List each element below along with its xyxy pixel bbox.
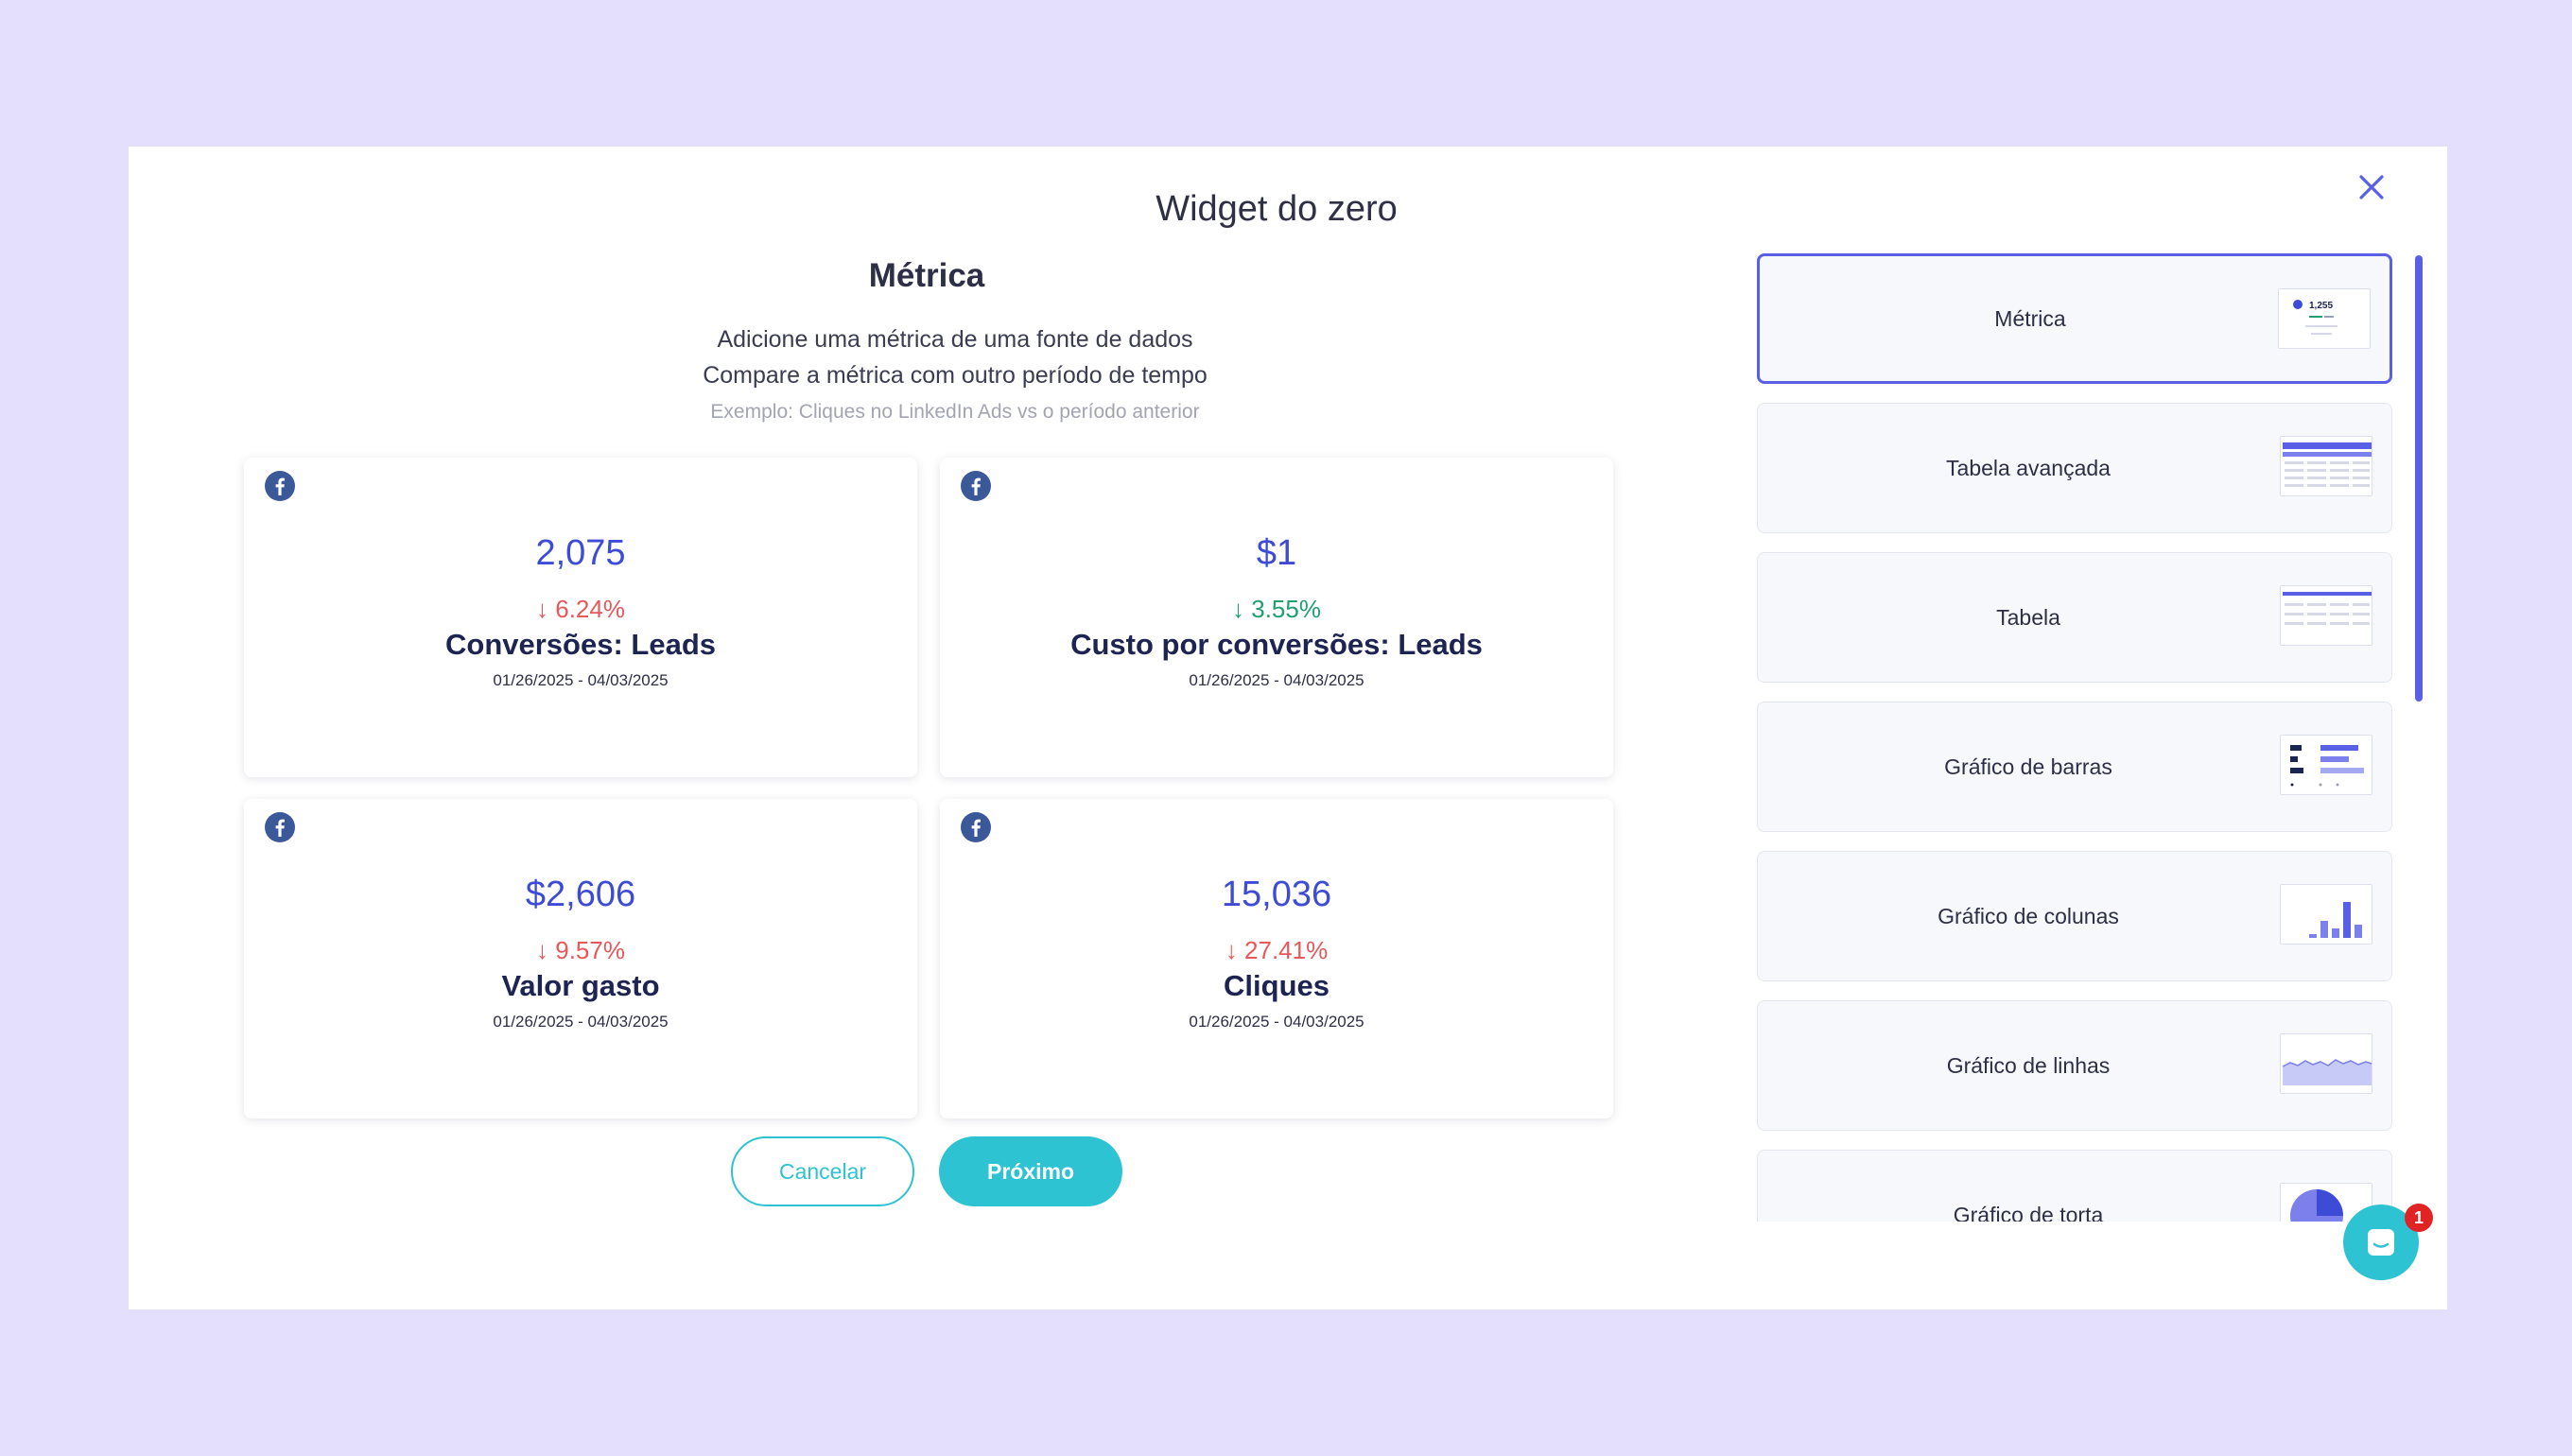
metric-value: $1	[1256, 533, 1297, 573]
description-line-2: Compare a métrica com outro período de t…	[703, 362, 1208, 389]
widget-type-list[interactable]: Métrica 1,255 Tabela avançada	[1757, 253, 2394, 1222]
facebook-icon	[961, 812, 991, 842]
widget-type-label: Tabela	[1996, 604, 2060, 630]
metric-change: ↓ 27.41%	[1225, 936, 1329, 964]
metric-value: 15,036	[1221, 875, 1332, 914]
metric-name: Conversões: Leads	[445, 628, 716, 661]
description-example: Exemplo: Cliques no LinkedIn Ads vs o pe…	[710, 401, 1200, 423]
widget-type-label: Gráfico de torta	[1953, 1202, 2104, 1222]
metric-change: ↓ 6.24%	[536, 595, 625, 623]
chat-notification-badge: 1	[2405, 1204, 2433, 1232]
widget-type-label: Gráfico de linhas	[1946, 1052, 2111, 1078]
facebook-icon	[961, 471, 991, 501]
close-icon	[2359, 175, 2384, 199]
table-thumbnail-icon	[2280, 585, 2372, 646]
widget-list-scrollbar[interactable]	[2415, 255, 2423, 702]
metric-dates: 01/26/2025 - 04/03/2025	[1189, 671, 1364, 689]
metric-card-amount-spent[interactable]: $2,606 ↓ 9.57% Valor gasto 01/26/2025 - …	[244, 799, 917, 1118]
metric-card-conversions-leads[interactable]: 2,075 ↓ 6.24% Conversões: Leads 01/26/20…	[244, 458, 917, 777]
metric-name: Valor gasto	[501, 969, 660, 1002]
widget-type-bar-chart[interactable]: Gráfico de barras	[1757, 702, 2392, 832]
advanced-table-thumbnail-icon	[2280, 436, 2372, 496]
widget-type-label: Gráfico de colunas	[1938, 903, 2119, 928]
metric-change: ↓ 9.57%	[536, 936, 625, 964]
next-button[interactable]: Próximo	[939, 1136, 1122, 1206]
section-title: Métrica	[868, 257, 985, 294]
widget-type-pie-chart[interactable]: Gráfico de torta	[1757, 1150, 2392, 1222]
thumbnail-value: 1,255	[2309, 301, 2333, 311]
metric-change: ↓ 3.55%	[1232, 595, 1321, 623]
close-button[interactable]	[2345, 161, 2398, 214]
metric-value: 2,075	[535, 533, 626, 573]
metric-name: Cliques	[1224, 969, 1329, 1002]
metric-thumbnail-icon: 1,255	[2278, 288, 2371, 349]
widget-type-label: Gráfico de barras	[1944, 754, 2112, 779]
facebook-icon	[265, 812, 295, 842]
description-line-1: Adicione uma métrica de uma fonte de dad…	[717, 326, 1193, 353]
bar-chart-thumbnail-icon	[2280, 735, 2372, 795]
metric-dates: 01/26/2025 - 04/03/2025	[493, 1013, 669, 1031]
column-chart-thumbnail-icon	[2280, 884, 2372, 945]
facebook-icon	[265, 471, 295, 501]
metric-value: $2,606	[525, 875, 636, 914]
modal-title: Widget do zero	[1156, 189, 1398, 229]
widget-type-table[interactable]: Tabela	[1757, 552, 2392, 683]
widget-type-label: Métrica	[1994, 305, 2066, 331]
widget-type-line-chart[interactable]: Gráfico de linhas	[1757, 1000, 2392, 1131]
metric-card-clicks[interactable]: 15,036 ↓ 27.41% Cliques 01/26/2025 - 04/…	[940, 799, 1613, 1118]
widget-type-column-chart[interactable]: Gráfico de colunas	[1757, 851, 2392, 981]
metric-dates: 01/26/2025 - 04/03/2025	[493, 671, 669, 689]
widget-type-metric[interactable]: Métrica 1,255	[1757, 253, 2392, 384]
metric-dates: 01/26/2025 - 04/03/2025	[1189, 1013, 1364, 1031]
line-chart-thumbnail-icon	[2280, 1033, 2372, 1094]
widget-type-label: Tabela avançada	[1946, 455, 2111, 480]
chat-icon	[2368, 1229, 2394, 1256]
cancel-button[interactable]: Cancelar	[731, 1136, 914, 1206]
widget-type-advanced-table[interactable]: Tabela avançada	[1757, 403, 2392, 533]
metric-card-cost-per-conversion[interactable]: $1 ↓ 3.55% Custo por conversões: Leads 0…	[940, 458, 1613, 777]
metric-name: Custo por conversões: Leads	[1070, 628, 1483, 661]
